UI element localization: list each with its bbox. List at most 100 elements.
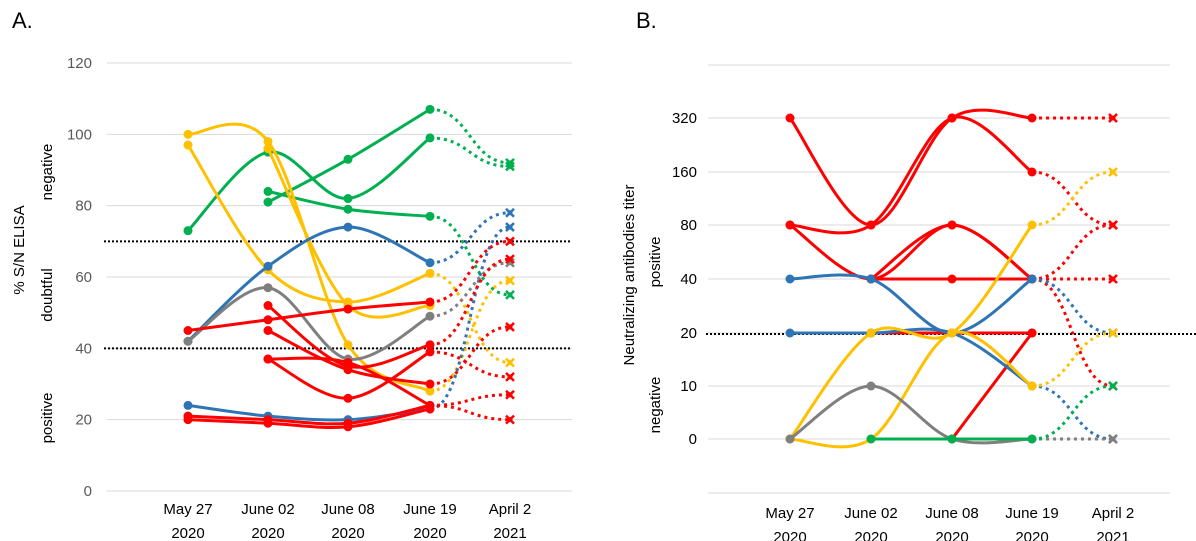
series-line [788,384,1034,445]
series-line [788,223,1034,441]
y-tick-label: 0 [689,431,697,448]
panel-b-band-positive: positive [647,237,664,288]
panel-b-y-ticks: 0 10 20 40 80 160 320 [672,110,697,448]
series-line [266,147,432,319]
series-red [263,354,515,410]
series-projection-line [1031,277,1114,335]
panel-a-y-axis-title: % S/N ELISA [11,205,28,294]
panel-a-label: A. [12,8,33,33]
data-point [507,224,513,230]
series-blue [183,207,515,346]
data-point [507,292,513,298]
panel-a-band-doubtful: doubtful [39,268,56,321]
series-projection-line [429,403,511,422]
panel-a-band-negative: negative [39,144,56,201]
data-point [1027,274,1037,284]
panel-a-series [183,104,515,432]
data-point [947,434,957,444]
x-tick-label: May 27 2020 [765,505,814,541]
data-point [263,136,273,146]
series-green [866,381,1118,444]
x-tick-label: April 2 2021 [1092,505,1135,541]
data-point [507,278,513,284]
data-point [947,113,957,123]
data-point [425,133,435,143]
data-point [343,422,353,432]
series-red [183,404,435,432]
series-projection-line [1031,277,1114,388]
y-tick-label: 40 [75,340,92,357]
data-point [425,347,435,357]
data-point [425,404,435,414]
data-point [947,220,957,230]
y-tick-label: 120 [67,55,92,72]
x-tick-label: June 19 2020 [403,501,456,541]
y-tick-label: 10 [680,378,697,395]
data-point [866,274,876,284]
data-point [507,360,513,366]
series-projection-line [429,257,511,347]
series-projection-line [429,393,511,407]
data-point [343,340,353,350]
series-line [186,143,432,304]
series-projection-line [429,211,511,265]
series-line [186,136,432,233]
data-point [343,222,353,232]
series-projection-line [429,271,511,365]
series-line [788,108,1034,227]
x-tick-label: June 02 2020 [844,505,897,541]
data-point [425,379,435,389]
data-point [1027,434,1037,444]
data-point [785,274,795,284]
panel-b: B. 0 10 20 40 80 160 320 May 27 2020 June 02 2020… [621,8,1196,541]
data-point [1110,115,1116,121]
series-line [788,327,1034,388]
data-point [507,324,513,330]
series-blue [785,273,1118,338]
data-point [507,256,513,262]
panel-b-band-negative: negative [647,377,664,434]
data-point [1027,113,1037,123]
series-line [788,115,1034,235]
series-red [183,236,515,335]
data-point [507,238,513,244]
data-point [507,210,513,216]
data-point [866,434,876,444]
data-point [425,211,435,221]
y-tick-label: 100 [67,126,92,143]
series-projection-line [429,136,511,168]
series-line [950,331,1034,441]
series-line [186,225,432,343]
data-point [263,144,273,154]
y-tick-label: 40 [680,271,697,288]
series-projection-line [1031,170,1114,227]
series-projection-line [429,107,511,165]
data-point [183,140,193,150]
series-line [186,407,432,429]
series-line [186,403,432,426]
panel-a: A. 0 20 40 60 80 100 120 May 27 2020 June 02 2020… [11,8,572,541]
series-red [263,322,515,389]
series-line [788,330,1034,449]
data-point [183,226,193,236]
data-point [263,261,273,271]
x-tick-label: June 08 2020 [321,501,374,541]
series-projection-line [429,239,511,304]
data-point [1027,328,1037,338]
data-point [343,194,353,204]
data-point [343,393,353,403]
series-yellow [183,140,515,368]
data-point [1110,169,1116,175]
panel-a-x-ticks: May 27 2020 June 02 2020 June 08 2020 June 19 2… [163,501,531,541]
x-tick-label: June 02 2020 [241,501,294,541]
series-projection-line [429,214,511,297]
data-point [183,336,193,346]
series-projection-line [429,261,511,318]
series-gray [183,257,515,364]
data-point [343,204,353,214]
series-projection-line [1031,223,1114,281]
data-point [263,315,273,325]
series-line [788,273,1034,335]
data-point [183,400,193,410]
panel-b-y-axis-title: Neutralizing antibodies titer [621,185,638,366]
